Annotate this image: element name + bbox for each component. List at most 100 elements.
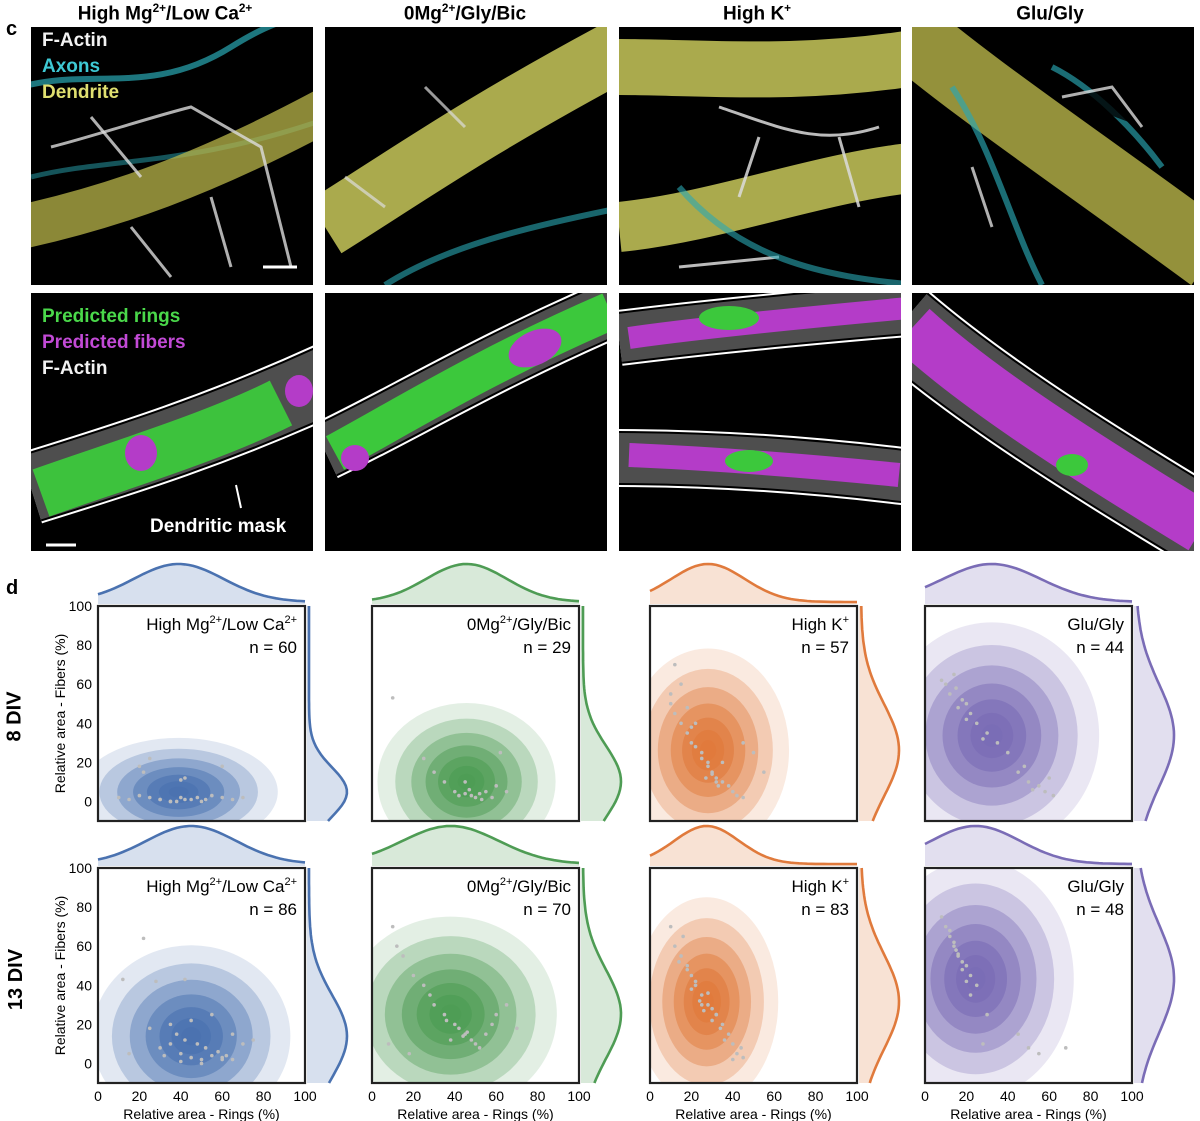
marginal-x-fill [650,564,857,604]
density-contours-7 [650,897,779,1083]
plot-8: Glu/Gly n = 48 0 20 40 60 80 100 Relative area -… [921,824,1176,1121]
density-level-7 [168,786,189,798]
marginal-x-fill [650,826,857,866]
micrograph-top-2 [325,27,607,285]
data-point [673,944,677,948]
legend-predicted-fibers: Predicted fibers [42,332,186,353]
data-point [693,983,698,988]
data-point [939,678,944,683]
x-tick-label: 40 [447,1088,463,1104]
data-point [210,1012,214,1017]
marginal-y-curve [307,868,349,1084]
density-level-7 [965,966,986,991]
data-point [710,1006,714,1011]
data-point [1030,787,1035,792]
x-tick-label: 60 [214,1088,230,1104]
data-point [948,928,952,933]
data-point [952,672,956,677]
marginal-x-curve [649,824,857,866]
data-point [179,778,183,782]
data-point [141,936,146,941]
condition-label: High K+ [792,614,849,634]
data-point [677,960,681,964]
x-axis-label: Relative area - Rings (%) [397,1106,553,1121]
data-point [952,940,956,945]
column-title-1: High Mg2+/Low Ca2+ [77,2,253,25]
x-tick-label: 0 [368,1088,376,1104]
data-point [954,948,958,952]
data-point [952,944,956,948]
data-point [968,973,973,978]
data-point [411,973,416,978]
data-point [685,963,690,968]
x-tick-label: 20 [959,1088,975,1104]
data-point [147,795,152,800]
x-tick-label: 80 [256,1088,272,1104]
data-point [189,1018,193,1023]
data-point [685,967,690,972]
marginal-x-curve [649,562,857,604]
data-point [706,760,710,765]
legend-dendrite: Dendrite [42,82,120,103]
data-point [948,934,952,939]
data-point [735,1051,739,1056]
marginal-y-fill [1134,606,1174,821]
data-point [210,793,214,798]
n-label: n = 86 [249,900,297,919]
data-point [147,756,152,761]
condition-label: High Mg2+/Low Ca2+ [146,876,297,896]
y-tick-label: 20 [76,1016,92,1032]
marginal-y-curve [581,606,623,822]
data-point [710,1018,714,1023]
marginal-x-fill [925,564,1132,604]
data-point [210,1053,214,1058]
data-point [706,1003,710,1007]
data-point [395,944,399,948]
data-point [681,934,685,939]
condition-label: Glu/Gly [1067,615,1124,634]
marginal-y-curve [1139,867,1176,1084]
density-contours-3 [650,648,790,821]
data-point [974,983,979,988]
marginal-x-curve [371,562,580,603]
marginal-y-curve [860,605,901,822]
x-tick-label: 0 [921,1088,929,1104]
data-point [1006,750,1010,755]
data-point [158,797,162,802]
marginal-x-curve [924,562,1133,603]
data-point [216,1049,220,1054]
data-point [964,979,969,984]
x-tick-label: 60 [766,1088,782,1104]
data-point [461,1034,465,1038]
data-point [968,711,973,716]
data-point [668,692,673,696]
data-point [183,797,187,802]
data-point [954,686,958,690]
data-point [956,952,960,956]
data-point [479,797,484,802]
x-tick-label: 20 [406,1088,422,1104]
marginal-y-fill [581,868,621,1083]
data-point [726,1032,731,1036]
micrograph-top-3 [619,27,901,285]
data-point [981,1042,985,1046]
data-point [390,696,395,700]
data-point [199,1061,204,1066]
data-point [974,721,979,726]
data-point [673,711,677,716]
data-point [964,963,969,968]
data-point [693,979,698,984]
legend-factin-top: F-Actin [42,30,108,51]
data-point [251,1038,256,1042]
data-point [195,795,200,800]
data-point [189,797,193,802]
x-tick-label: 0 [94,1088,102,1104]
data-point [484,789,488,794]
data-point [195,1042,200,1046]
y-tick-label: 100 [69,860,93,876]
data-point [943,924,948,929]
data-point [179,1051,183,1056]
data-point [720,1022,725,1027]
data-point [463,791,467,796]
data-point [453,1022,457,1027]
